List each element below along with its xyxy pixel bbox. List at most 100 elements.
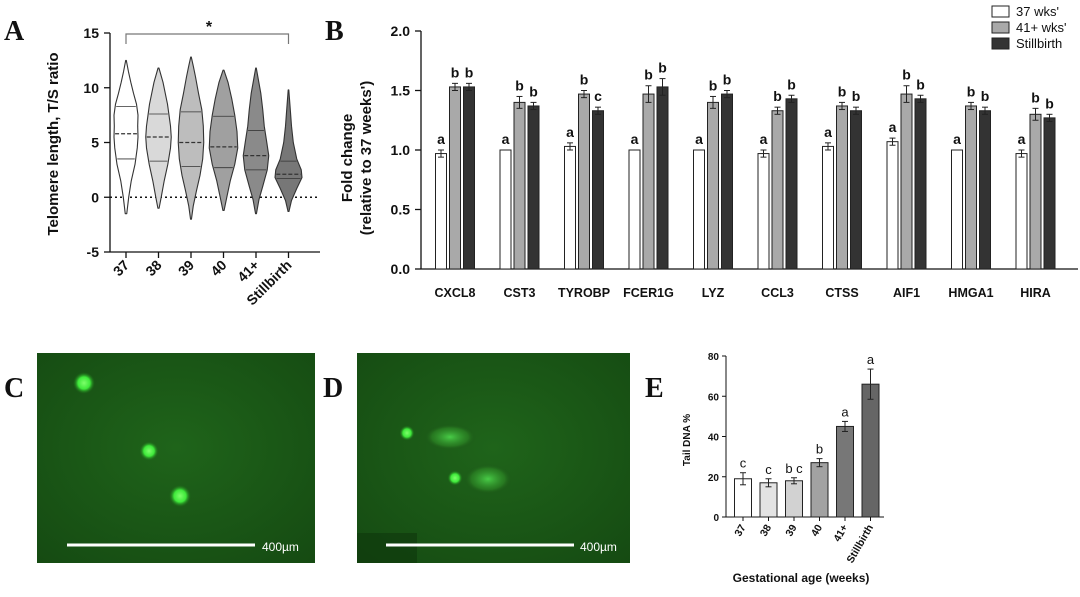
panel-b-bar-CST3-0 xyxy=(499,149,512,270)
panel-a-violin-Stillbirth xyxy=(274,89,303,213)
panel-b-significance-letter: a xyxy=(953,131,961,147)
panel-b-bar-HIRA-0 xyxy=(1015,153,1028,270)
panel-d-comet-head-1 xyxy=(399,425,415,441)
panel-d-background xyxy=(357,353,630,563)
panel-b-bar-LYZ-1 xyxy=(707,101,719,270)
panel-b-significance-letter: a xyxy=(1018,131,1026,147)
panel-d-comet-tail-1 xyxy=(424,424,476,450)
panel-e-significance-letter: a xyxy=(841,404,849,419)
panel-a-violin-40 xyxy=(208,69,239,211)
panel-c-scale-label: 400µm xyxy=(262,540,299,554)
panel-b-bar-FCER1G-2 xyxy=(656,86,669,270)
panel-a-x-tick-label: 38 xyxy=(142,257,164,279)
panel-c-nucleus-2 xyxy=(139,441,159,461)
panel-b-bar-CTSS-1 xyxy=(836,105,848,270)
panel-b-significance-letter: b xyxy=(723,72,732,88)
panel-a-violin-37 xyxy=(113,59,139,215)
panel-b-bar-CST3-1 xyxy=(513,101,526,270)
panel-e-y-tick-label: 0 xyxy=(713,513,719,524)
panel-b-bar-HIRA-1 xyxy=(1029,113,1042,270)
panel-c-nucleus-3 xyxy=(169,485,191,507)
panel-b-bar-HMGA1-0 xyxy=(951,149,963,270)
panel-b-significance-letter: b xyxy=(838,83,847,99)
panel-a-x-tick-label: 41+ xyxy=(234,257,262,285)
panel-d-comet-tail-2 xyxy=(464,464,512,494)
panel-b-bar-HIRA-2 xyxy=(1043,117,1056,270)
panel-e-y-tick-label: 40 xyxy=(708,433,720,444)
panel-b-y-tick-label: 0.0 xyxy=(391,261,411,277)
panel-b-x-tick-label: TYROBP xyxy=(558,286,610,300)
panel-b-bar-HMGA1-1 xyxy=(965,105,977,270)
panel-a-y-tick-label: 10 xyxy=(83,80,99,96)
panel-b-y-tick-label: 1.0 xyxy=(391,142,411,158)
panel-d-dark-corner xyxy=(357,533,417,563)
panel-b-legend-swatch xyxy=(991,21,1010,34)
panel-b-y-axis-label: Fold change xyxy=(339,114,356,202)
panel-a-violin-chart: Telomere length, T/S ratio -5 0 5 10 15 * 37… xyxy=(45,19,320,308)
panel-e-bar-chart: Tail DNA % Gestational age (weeks) 0 20 40… xyxy=(682,352,884,585)
panel-a-y-tick-label: 15 xyxy=(83,25,99,41)
panel-b-bar-CST3-2 xyxy=(527,105,540,270)
panel-b-x-tick-label: CXCL8 xyxy=(435,286,476,300)
panel-b-y-axis-label-2: (relative to 37 weeks') xyxy=(358,81,375,235)
panel-b-bar-TYROBP-1 xyxy=(578,93,590,270)
panel-b-significance-letter: b xyxy=(852,88,861,104)
panel-b-bar-AIF1-1 xyxy=(900,93,913,270)
panel-b-bar-AIF1-0 xyxy=(886,141,899,270)
panel-e-significance-letter: b xyxy=(816,442,823,457)
panel-c-nucleus-1 xyxy=(73,372,95,394)
panel-b-legend-swatch xyxy=(991,5,1010,18)
panel-b-legend: 37 wks'41+ wks'Stillbirth xyxy=(991,4,1067,51)
panel-b-x-tick-label: CST3 xyxy=(504,286,536,300)
panel-b-significance-letter: b xyxy=(916,76,925,92)
panel-b-x-tick-label: AIF1 xyxy=(893,286,920,300)
panel-a-y-axis-label: Telomere length, T/S ratio xyxy=(45,52,62,235)
panel-b-bar-CXCL8-2 xyxy=(463,86,475,270)
panel-e-significance-letter: c xyxy=(740,456,747,471)
panel-b-legend-label: Stillbirth xyxy=(1016,36,1062,51)
panel-a-x-tick-label: 40 xyxy=(207,257,229,279)
panel-b-significance-letter: a xyxy=(889,119,897,135)
panel-b-significance-letter: a xyxy=(502,131,510,147)
panel-b-significance-letter: a xyxy=(437,131,445,147)
panel-b-significance-letter: b xyxy=(773,88,782,104)
panel-b-legend-label: 41+ wks' xyxy=(1016,20,1067,35)
panel-a-x-tick-label: 39 xyxy=(175,257,197,279)
panel-e-significance-letter: a xyxy=(867,352,875,367)
panel-b-bar-CCL3-1 xyxy=(771,110,784,270)
panel-e-bar-41+ xyxy=(836,425,854,518)
panel-d-micrograph: 400µm xyxy=(357,353,630,563)
panel-b-significance-letter: b xyxy=(644,67,653,83)
panel-a-violin-38 xyxy=(145,67,172,209)
panel-b-y-tick-label: 2.0 xyxy=(391,23,411,39)
panel-b-bar-CTSS-2 xyxy=(850,110,862,270)
panel-b-significance-letter: a xyxy=(824,124,832,140)
panel-b-bar-CXCL8-1 xyxy=(449,86,461,270)
panel-b-y-tick-label: 1.5 xyxy=(391,83,411,99)
panel-b-significance-letter: b xyxy=(529,83,538,99)
panel-a-x-tick-label: 37 xyxy=(110,257,132,279)
panel-e-x-tick-label: 40 xyxy=(809,522,825,538)
panel-b-significance-letter: b xyxy=(1031,89,1040,105)
panel-b-significance-letter: b xyxy=(451,64,460,80)
panel-b-bar-FCER1G-0 xyxy=(628,149,641,270)
panel-a-y-tick-label: 0 xyxy=(91,189,99,205)
panel-b-significance-letter: b xyxy=(902,67,911,83)
panel-b-bar-HMGA1-2 xyxy=(979,110,991,270)
panel-e-bar-39 xyxy=(785,480,803,518)
panel-b-bar-chart: Fold change (relative to 37 weeks') 0.0 0… xyxy=(339,4,1078,300)
panel-b-bar-AIF1-2 xyxy=(914,98,927,270)
panel-b-bar-TYROBP-0 xyxy=(564,145,576,270)
panel-b-x-tick-label: HMGA1 xyxy=(948,286,993,300)
panel-b-x-tick-label: CTSS xyxy=(825,286,858,300)
panel-d-comet-head-2 xyxy=(447,470,463,486)
panel-a-violin-41+ xyxy=(242,67,270,215)
panel-e-bar-38 xyxy=(759,482,778,518)
panel-e-x-tick-label: 37 xyxy=(732,522,748,538)
panel-b-significance-letter: a xyxy=(760,131,768,147)
panel-label-d: D xyxy=(323,373,343,404)
panel-a-significance-bracket xyxy=(125,33,290,44)
panel-a-significance-star: * xyxy=(206,19,213,36)
panel-b-x-tick-label: LYZ xyxy=(702,286,725,300)
